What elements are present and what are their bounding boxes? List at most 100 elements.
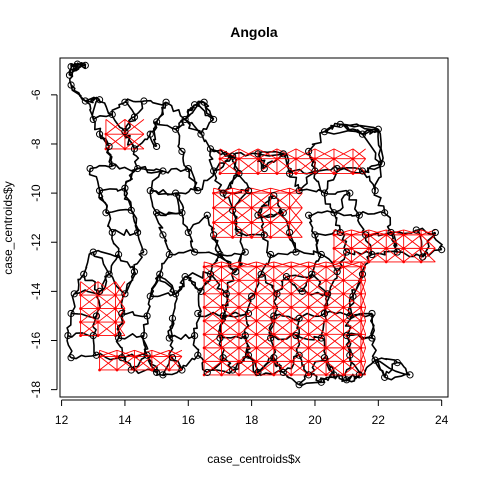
centroid-point bbox=[355, 371, 363, 379]
link-segment bbox=[343, 266, 362, 281]
road-segment bbox=[308, 130, 325, 152]
road-segment bbox=[298, 188, 325, 194]
link-segment bbox=[343, 347, 362, 362]
centroid-point bbox=[333, 268, 341, 276]
link-segment bbox=[238, 306, 257, 322]
link-lattice bbox=[202, 261, 367, 377]
link-node bbox=[218, 172, 222, 175]
centroid-point bbox=[235, 169, 243, 178]
link-node bbox=[202, 332, 206, 336]
road-segment bbox=[137, 167, 164, 172]
link-segment bbox=[221, 347, 240, 362]
x-tick-label: 24 bbox=[435, 413, 449, 427]
centroid-point bbox=[286, 228, 294, 237]
link-segment bbox=[291, 261, 309, 268]
road-segment bbox=[349, 312, 373, 319]
link-segment bbox=[325, 334, 344, 349]
centroid-point bbox=[374, 125, 382, 133]
centroid-point bbox=[257, 270, 265, 278]
link-segment bbox=[385, 248, 404, 263]
link-node bbox=[384, 260, 388, 264]
link-segment bbox=[80, 281, 99, 296]
centroid-point bbox=[279, 150, 287, 158]
link-segment bbox=[97, 281, 116, 296]
centroid-point bbox=[194, 309, 202, 318]
link-node bbox=[324, 278, 328, 282]
centroid-point bbox=[118, 354, 126, 362]
centroid-point bbox=[333, 164, 341, 173]
road-segment bbox=[181, 354, 199, 371]
centroid-point bbox=[267, 334, 275, 342]
road-segment bbox=[106, 146, 114, 167]
link-segment bbox=[203, 347, 222, 362]
road-segment bbox=[373, 190, 386, 213]
link-node bbox=[237, 319, 241, 323]
x-tick-label: 12 bbox=[55, 413, 69, 427]
road-segment bbox=[174, 192, 183, 214]
centroid-point bbox=[89, 248, 97, 256]
link-node bbox=[324, 305, 328, 309]
centroid-point bbox=[320, 354, 329, 362]
link-segment bbox=[124, 119, 145, 135]
link-segment bbox=[273, 266, 292, 281]
road-segment bbox=[66, 313, 72, 336]
centroid-point bbox=[184, 228, 192, 237]
link-node bbox=[202, 346, 206, 350]
link-node bbox=[307, 346, 311, 350]
road-segment bbox=[105, 208, 132, 214]
link-node bbox=[272, 373, 276, 377]
link-segment bbox=[256, 266, 275, 281]
link-node bbox=[150, 355, 154, 358]
centroid-point bbox=[130, 145, 139, 153]
link-segment bbox=[325, 293, 344, 308]
centroid-point bbox=[206, 270, 215, 278]
link-segment bbox=[116, 356, 135, 371]
link-segment bbox=[368, 234, 387, 249]
link-segment bbox=[420, 248, 436, 263]
y-axis-label: case_centroids$y bbox=[1, 181, 15, 274]
link-node bbox=[307, 278, 311, 282]
x-axis: 12 14 16 18 20 22 24 bbox=[55, 399, 449, 427]
road-segment bbox=[361, 170, 376, 191]
link-node bbox=[402, 260, 406, 264]
x-axis-label: case_centroids$x bbox=[207, 452, 300, 466]
centroid-point bbox=[229, 366, 237, 374]
link-node bbox=[342, 359, 345, 363]
link-node bbox=[307, 265, 311, 269]
centroid-point bbox=[172, 125, 180, 133]
link-segment bbox=[325, 261, 344, 268]
road-segment bbox=[244, 335, 249, 356]
link-node bbox=[275, 172, 279, 175]
link-segment bbox=[257, 148, 278, 160]
road-segment bbox=[175, 276, 186, 295]
link-segment bbox=[105, 133, 126, 150]
centroid-point bbox=[165, 334, 173, 342]
link-node bbox=[288, 235, 292, 239]
centroid-point bbox=[330, 209, 338, 217]
centroid-point bbox=[153, 142, 161, 151]
link-segment bbox=[343, 320, 362, 335]
link-node bbox=[359, 305, 363, 309]
centroid-point bbox=[127, 206, 135, 214]
centroid-point bbox=[368, 250, 376, 259]
x-tick-label: 16 bbox=[182, 413, 196, 427]
centroid-point bbox=[244, 351, 253, 359]
link-segment bbox=[221, 334, 240, 349]
centroid-point bbox=[146, 187, 154, 195]
road-segment bbox=[346, 250, 373, 256]
link-node bbox=[237, 157, 241, 161]
link-node bbox=[269, 206, 273, 210]
road-segment bbox=[149, 190, 158, 214]
centroid-point bbox=[95, 187, 104, 195]
link-segment bbox=[325, 347, 344, 362]
centroid-point bbox=[70, 290, 78, 298]
centroid-point bbox=[295, 381, 303, 389]
link-segment bbox=[151, 356, 170, 371]
link-segment bbox=[420, 234, 436, 249]
link-node bbox=[254, 278, 258, 282]
link-node bbox=[202, 278, 206, 282]
road-segment bbox=[149, 273, 161, 297]
road-segment bbox=[155, 101, 167, 123]
link-segment bbox=[256, 306, 275, 322]
centroid-point bbox=[159, 231, 167, 239]
